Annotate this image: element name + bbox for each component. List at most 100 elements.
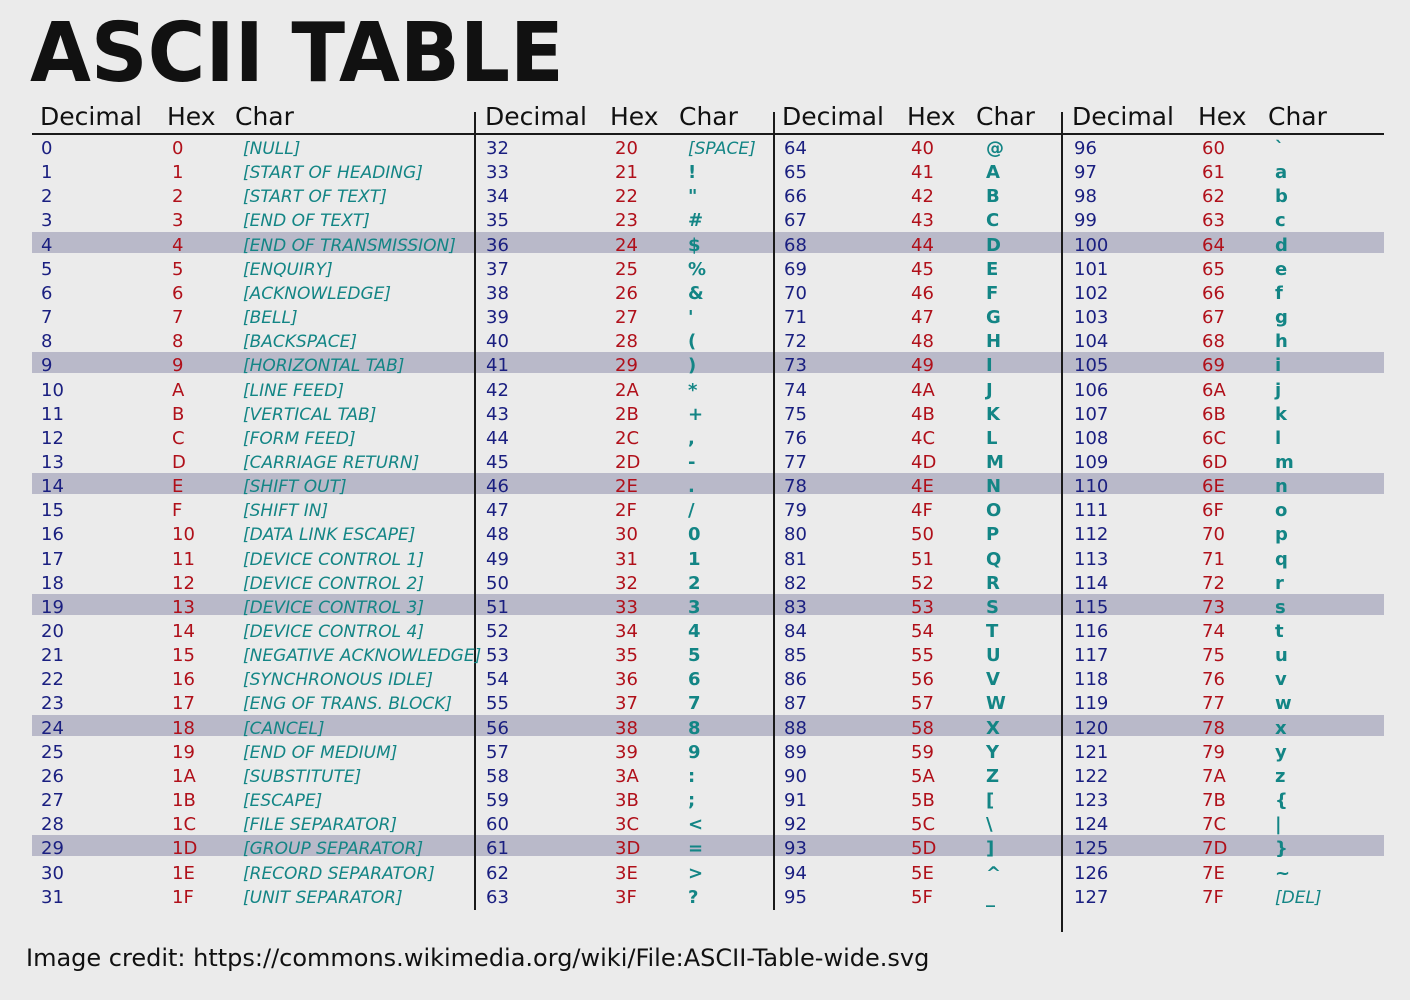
decimal-value: 40: [486, 331, 509, 353]
decimal-value: 93: [784, 838, 807, 860]
hex-value: 1F: [172, 886, 194, 908]
decimal-value: 104: [1074, 331, 1109, 353]
decimal-value: 56: [486, 717, 509, 739]
char-value: j: [1275, 379, 1282, 401]
char-value: |: [1275, 814, 1282, 836]
control-char-name: [ESCAPE]: [243, 791, 323, 812]
char-value: <: [688, 814, 704, 836]
hex-value: 49: [911, 355, 934, 377]
control-char-name: [LINE FEED]: [243, 380, 344, 401]
hex-value: 4: [172, 234, 184, 256]
decimal-value: 30: [41, 862, 64, 884]
char-value: .: [688, 476, 695, 498]
control-char-name: [RECORD SEPARATOR]: [243, 863, 435, 884]
control-char-name: [SUBSTITUTE]: [243, 766, 362, 787]
hex-value: 36: [615, 669, 638, 691]
hex-value: 67: [1202, 307, 1225, 329]
column-header-decimal: Decimal: [1072, 102, 1174, 131]
decimal-value: 87: [784, 693, 807, 715]
hex-value: 55: [911, 645, 934, 667]
char-value: $: [688, 234, 701, 256]
control-char-name: [START OF TEXT]: [243, 187, 387, 208]
decimal-value: 8: [41, 331, 53, 353]
hex-value: 54: [911, 621, 934, 642]
hex-value: 7: [172, 307, 184, 329]
column-header-char: Char: [976, 102, 1035, 131]
hex-value: 5B: [911, 790, 935, 812]
control-char-name: [FORM FEED]: [243, 428, 356, 449]
hex-value: 52: [911, 572, 934, 594]
decimal-value: 115: [1074, 596, 1109, 618]
hex-value: 6F: [1202, 500, 1224, 522]
hex-value: 3: [172, 210, 184, 232]
control-char-name: [END OF TRANSMISSION]: [243, 235, 456, 256]
char-value: m: [1275, 451, 1294, 473]
hex-value: 34: [615, 621, 638, 642]
hex-value: 2B: [615, 403, 639, 425]
hex-value: 1C: [172, 814, 197, 836]
decimal-value: 79: [784, 500, 807, 522]
hex-value: 60: [1202, 138, 1225, 159]
decimal-value: 90: [784, 765, 807, 787]
control-char-name: [DEVICE CONTROL 1]: [243, 549, 424, 570]
char-value: U: [986, 645, 1001, 667]
hex-value: 6E: [1202, 476, 1225, 498]
decimal-value: 32: [486, 138, 509, 159]
hex-value: 45: [911, 258, 934, 280]
control-char-name: [BELL]: [243, 308, 298, 329]
header-underline: [32, 133, 1384, 135]
hex-value: 0: [172, 138, 184, 159]
hex-value: 6D: [1202, 451, 1228, 473]
hex-value: 44: [911, 234, 934, 256]
hex-value: 7F: [1202, 886, 1224, 908]
hex-value: 51: [911, 548, 934, 570]
hex-value: 6A: [1202, 379, 1226, 401]
column-header-char: Char: [1268, 102, 1327, 131]
hex-value: 4E: [911, 476, 934, 498]
hex-value: 7D: [1202, 838, 1228, 860]
hex-value: 77: [1202, 693, 1225, 715]
decimal-value: 33: [486, 162, 509, 184]
decimal-value: 38: [486, 282, 509, 304]
char-value: k: [1275, 403, 1287, 425]
decimal-value: 37: [486, 258, 509, 280]
column-divider-1: [474, 112, 476, 910]
hex-value: 50: [911, 524, 934, 546]
hex-value: 2C: [615, 427, 640, 449]
column-header-decimal: Decimal: [40, 102, 142, 131]
hex-value: 3B: [615, 790, 639, 812]
decimal-value: 54: [486, 669, 509, 691]
char-value: ]: [986, 838, 995, 860]
decimal-value: 11: [41, 403, 64, 425]
hex-value: 63: [1202, 210, 1225, 232]
char-value: N: [986, 476, 1002, 498]
hex-value: 1D: [172, 838, 198, 860]
char-value: I: [986, 355, 993, 377]
decimal-value: 83: [784, 596, 807, 618]
hex-value: 14: [172, 621, 195, 642]
decimal-value: 100: [1074, 234, 1109, 256]
decimal-value: 109: [1074, 451, 1109, 473]
decimal-value: 24: [41, 717, 64, 739]
hex-value: 9: [172, 355, 184, 377]
hex-value: 48: [911, 331, 934, 353]
decimal-value: 114: [1074, 572, 1109, 594]
hex-value: 5D: [911, 838, 937, 860]
decimal-value: 41: [486, 355, 509, 377]
decimal-value: 117: [1074, 645, 1109, 667]
decimal-value: 113: [1074, 548, 1109, 570]
hex-value: 35: [615, 645, 638, 667]
hex-value: 5A: [911, 765, 935, 787]
control-char-name: [ACKNOWLEDGE]: [243, 283, 392, 304]
char-value: ": [688, 186, 698, 208]
hex-value: 23: [615, 210, 638, 232]
hex-value: 5C: [911, 814, 936, 836]
hex-value: 1: [172, 162, 184, 184]
hex-value: 68: [1202, 331, 1225, 353]
decimal-value: 106: [1074, 379, 1109, 401]
hex-value: 3E: [615, 862, 638, 884]
decimal-value: 25: [41, 741, 64, 763]
row-stripe: [32, 714, 1384, 736]
char-value: 0: [688, 524, 701, 546]
decimal-value: 60: [486, 814, 509, 836]
